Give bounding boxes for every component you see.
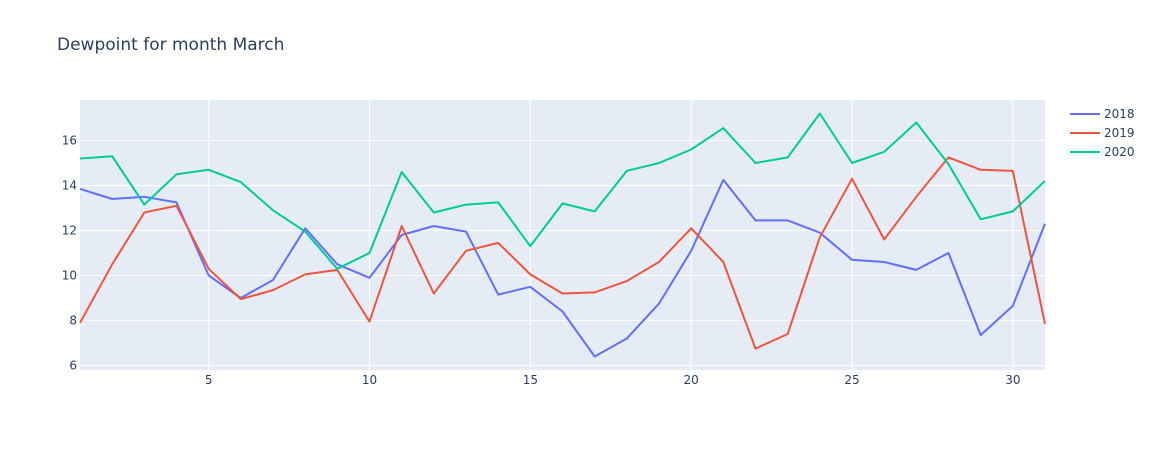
legend-label: 2018 [1104, 107, 1135, 121]
y-axis: 6 8 10 12 14 16 [62, 134, 77, 373]
x-tick-label: 15 [523, 373, 538, 387]
legend-label: 2019 [1104, 126, 1135, 140]
chart-title: Dewpoint for month March [57, 35, 284, 55]
legend-label: 2020 [1104, 145, 1135, 159]
legend-item-2020[interactable]: 2020 [1070, 145, 1135, 159]
series-line-2019[interactable] [79, 156, 1046, 350]
series-line-2020[interactable] [79, 112, 1046, 270]
y-tick-label: 6 [69, 359, 77, 373]
legend[interactable]: 2018 2019 2020 [1070, 107, 1135, 159]
y-tick-label: 10 [62, 269, 77, 283]
legend-item-2018[interactable]: 2018 [1070, 107, 1135, 121]
y-tick-label: 14 [62, 179, 77, 193]
x-tick-label: 20 [684, 373, 699, 387]
y-tick-label: 16 [62, 134, 77, 148]
legend-item-2019[interactable]: 2019 [1070, 126, 1135, 140]
y-tick-label: 12 [62, 224, 77, 238]
x-tick-label: 30 [1005, 373, 1020, 387]
x-tick-label: 25 [844, 373, 859, 387]
x-axis: 5 10 15 20 25 30 [205, 373, 1021, 387]
x-tick-label: 5 [205, 373, 213, 387]
series-lines [79, 112, 1046, 358]
gridlines [80, 100, 1045, 370]
plot-area [80, 100, 1045, 370]
y-tick-label: 8 [69, 314, 77, 328]
x-tick-label: 10 [362, 373, 377, 387]
